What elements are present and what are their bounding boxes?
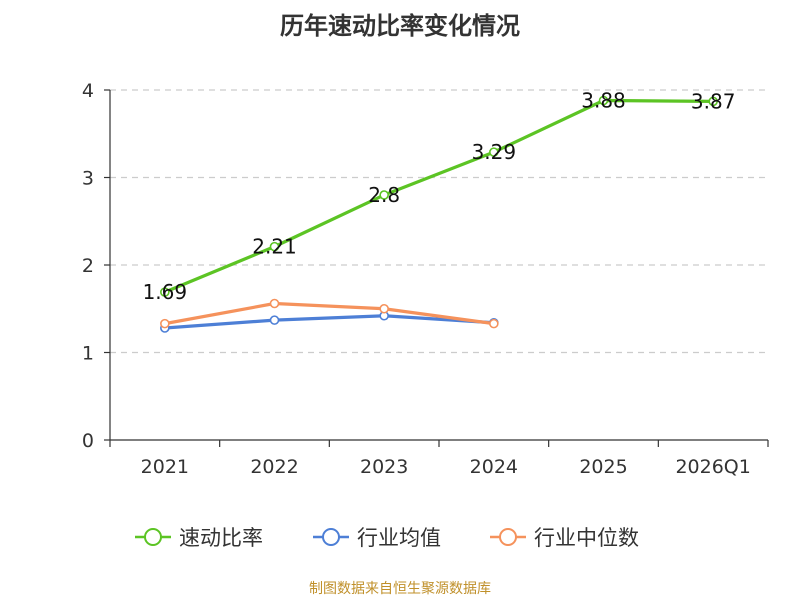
data-label: 2.8 xyxy=(368,183,400,207)
axes: 0 1 2 3 4 2021 2022 2023 2024 2025 2026Q1 xyxy=(82,80,769,478)
y-tick-label: 2 xyxy=(82,255,94,277)
legend[interactable]: 速动比率 行业均值 行业中位数 xyxy=(135,526,639,550)
y-tick-label: 3 xyxy=(82,168,94,190)
data-point xyxy=(160,287,170,297)
legend-item-2[interactable]: 行业中位数 xyxy=(490,526,639,550)
legend-swatch-marker xyxy=(322,528,340,546)
data-point xyxy=(598,95,609,106)
legend-item-0[interactable]: 速动比率 xyxy=(135,526,263,550)
legend-label: 行业均值 xyxy=(357,526,441,550)
x-tick-label: 2024 xyxy=(470,456,518,478)
data-label: 3.88 xyxy=(581,89,626,113)
legend-swatch-marker xyxy=(499,528,517,546)
y-tick-label: 4 xyxy=(82,80,94,102)
data-point xyxy=(269,298,280,309)
legend-swatch-marker xyxy=(144,528,162,546)
data-point xyxy=(489,147,499,157)
data-point xyxy=(269,315,280,325)
data-point xyxy=(269,241,280,252)
data-label: 3.87 xyxy=(691,89,736,113)
data-point xyxy=(489,318,499,329)
data-label: 3.29 xyxy=(472,140,517,164)
x-tick-label: 2021 xyxy=(141,456,189,478)
series-line-2 xyxy=(164,301,495,326)
series-lines xyxy=(160,95,718,333)
data-label: 1.69 xyxy=(143,280,188,304)
x-tick-label: 2026Q1 xyxy=(675,456,750,478)
y-tick-label: 0 xyxy=(82,430,94,452)
y-tick-label: 1 xyxy=(82,343,94,365)
series-line-1 xyxy=(164,314,494,330)
data-point xyxy=(708,96,718,107)
data-point xyxy=(379,190,389,200)
data-point xyxy=(160,318,170,329)
chart-title: 历年速动比率变化情况 xyxy=(280,12,520,40)
x-tick-label: 2025 xyxy=(579,456,627,478)
legend-label: 速动比率 xyxy=(179,526,263,550)
grid-lines xyxy=(110,89,768,354)
source-note: 制图数据来自恒生聚源数据库 xyxy=(309,581,491,597)
legend-item-1[interactable]: 行业均值 xyxy=(313,526,441,550)
data-point xyxy=(379,303,389,314)
data-labels: 1.69 2.21 2.8 3.29 3.88 3.87 xyxy=(143,89,736,305)
series-line-0 xyxy=(164,98,714,294)
x-tick-label: 2022 xyxy=(250,456,298,478)
data-label: 2.21 xyxy=(252,235,297,259)
x-tick-label: 2023 xyxy=(360,456,408,478)
legend-label: 行业中位数 xyxy=(534,526,639,550)
